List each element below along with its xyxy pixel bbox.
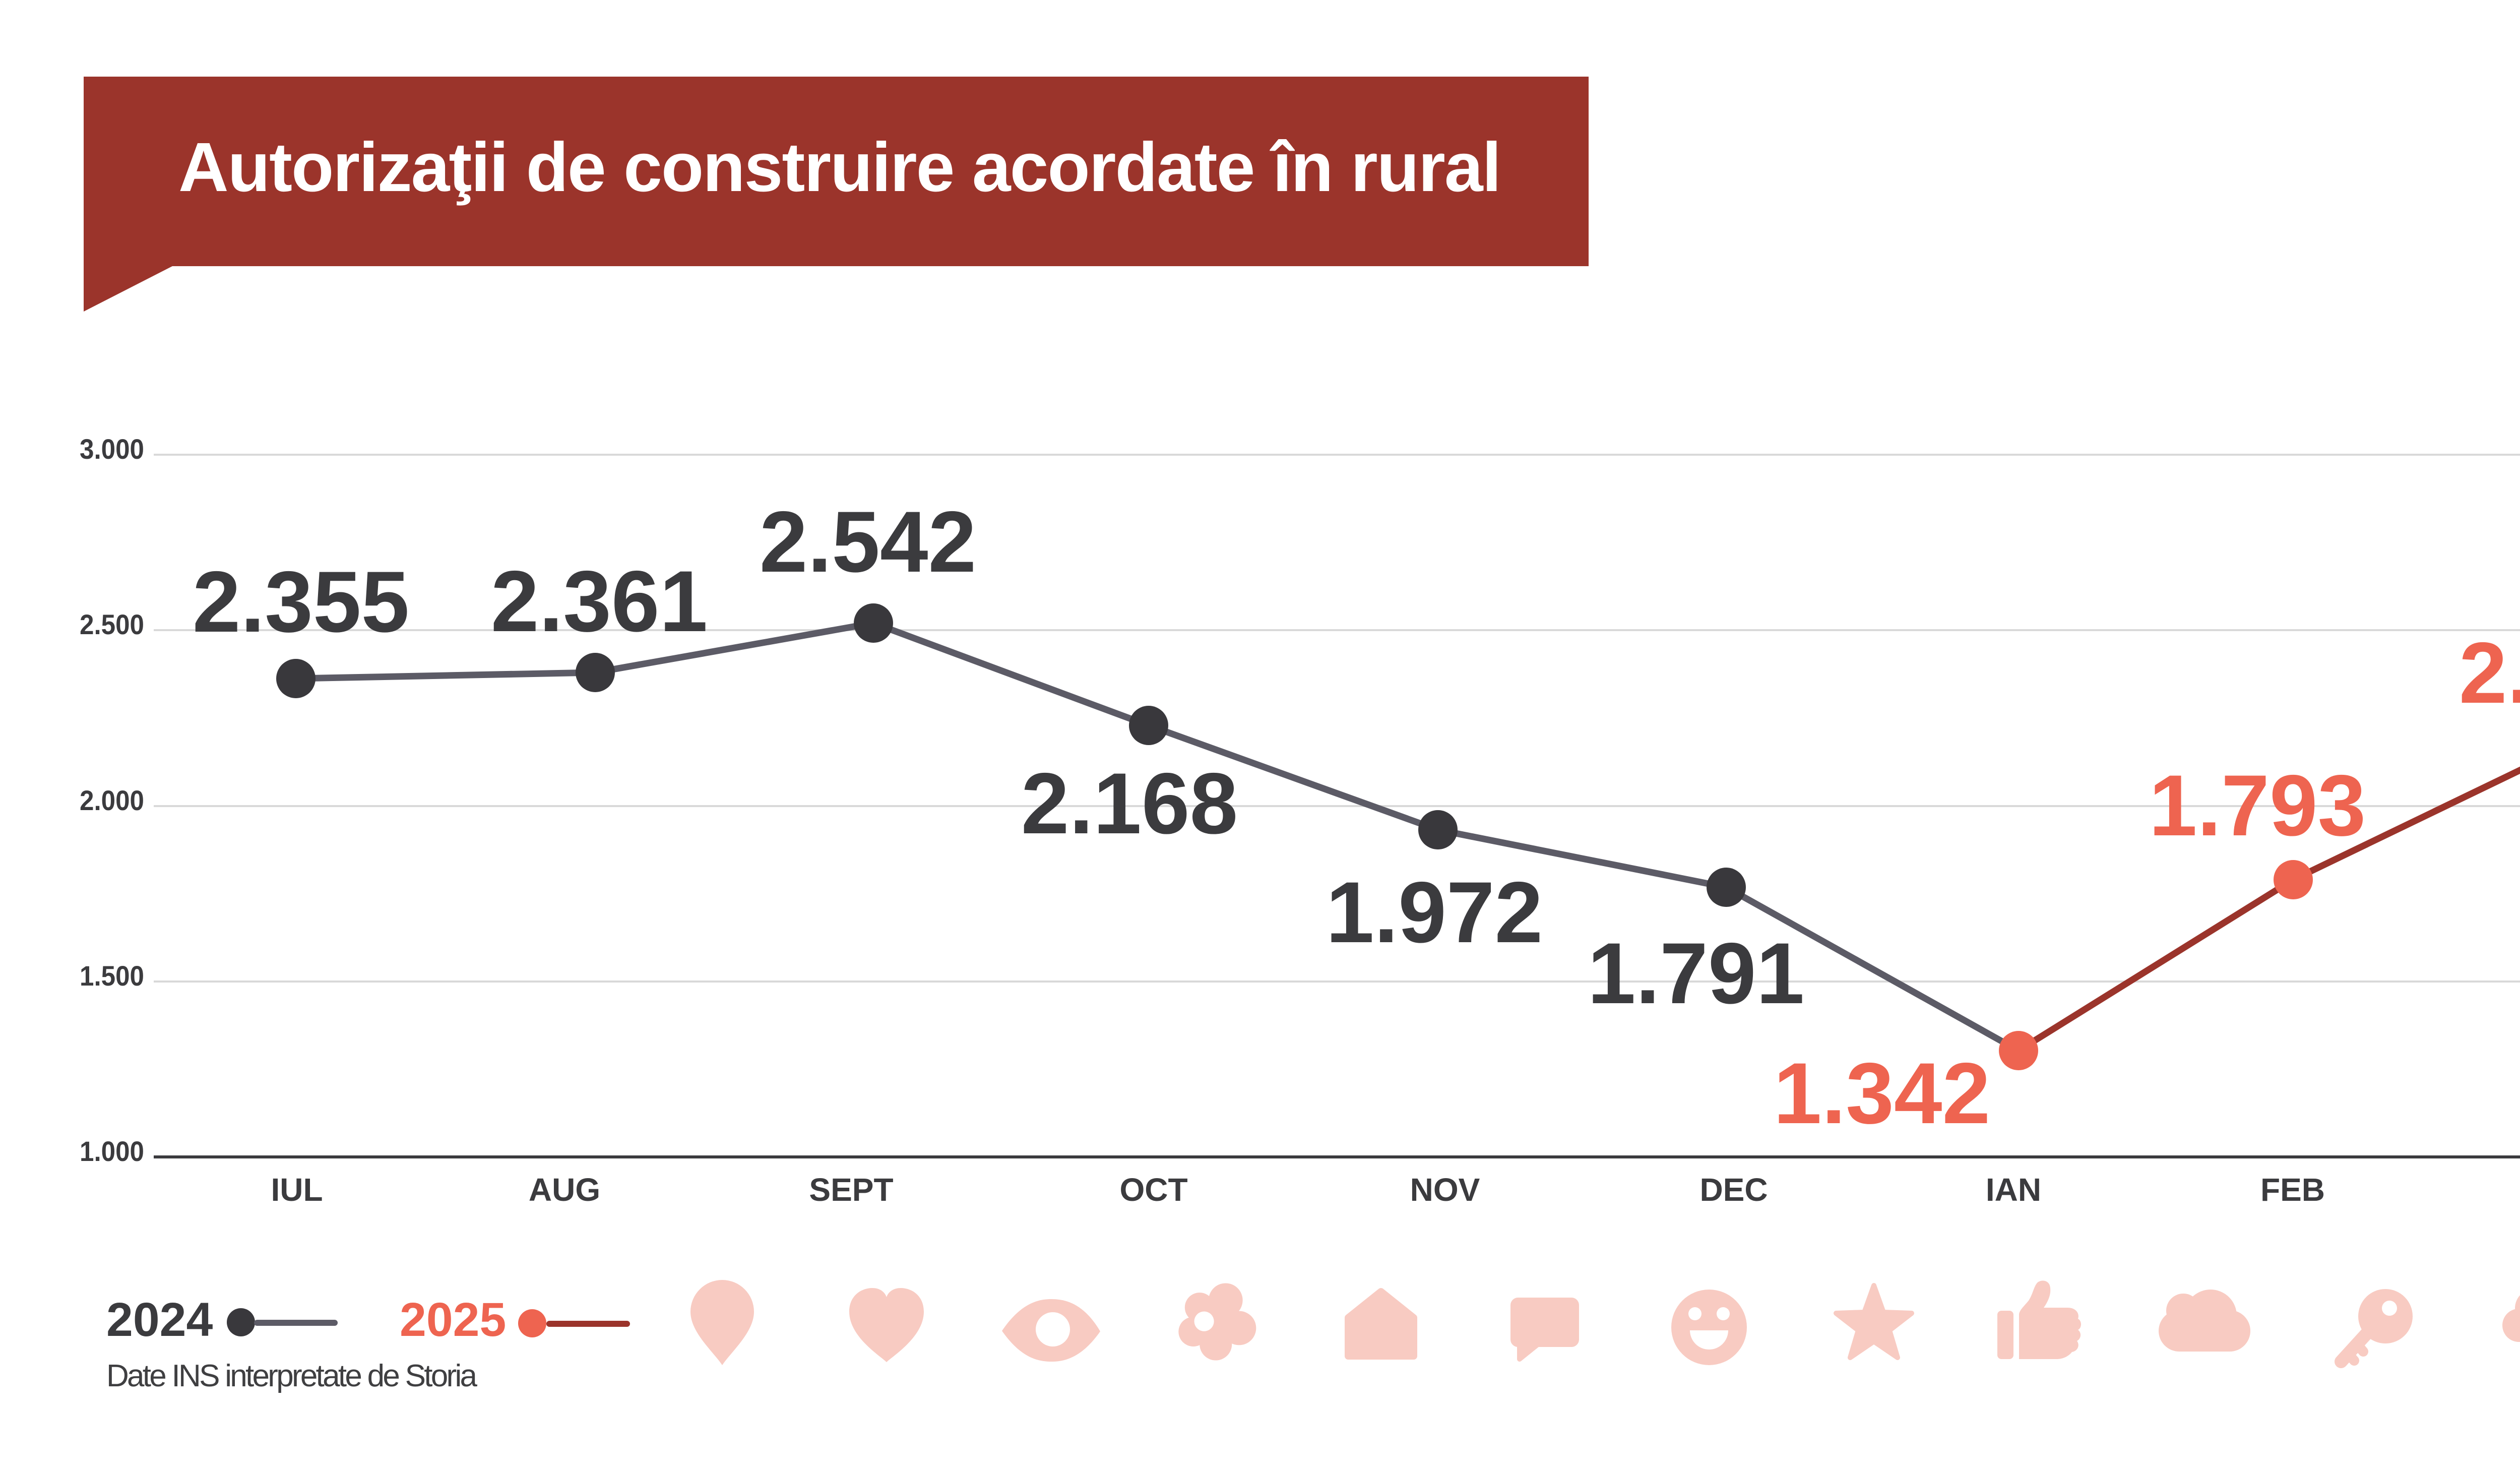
svg-text:Autorizaţii de construire acor: Autorizaţii de construire acordate în ru… [178,129,1501,206]
svg-text:2.542: 2.542 [760,494,976,590]
svg-text:2.500: 2.500 [80,608,144,640]
svg-text:2.148: 2.148 [2459,625,2520,721]
svg-text:2.355: 2.355 [193,554,409,650]
svg-text:SEPT: SEPT [809,1172,893,1208]
svg-text:DEC: DEC [1699,1172,1768,1208]
svg-text:IUL: IUL [271,1172,323,1208]
svg-text:1.500: 1.500 [80,960,144,992]
svg-text:1.793: 1.793 [2149,757,2366,854]
svg-text:1.791: 1.791 [1588,925,1804,1022]
svg-text:OCT: OCT [1119,1172,1187,1208]
svg-text:2.000: 2.000 [80,784,144,816]
svg-text:2.168: 2.168 [1021,755,1238,852]
svg-text:3.000: 3.000 [80,433,144,465]
svg-text:2024: 2024 [106,1293,213,1346]
svg-text:2.361: 2.361 [491,553,708,650]
svg-text:IAN: IAN [1986,1172,2041,1208]
svg-text:1.342: 1.342 [1774,1045,1990,1142]
svg-text:2025: 2025 [400,1293,506,1346]
svg-text:1.000: 1.000 [80,1135,144,1167]
svg-text:1.972: 1.972 [1326,864,1543,961]
svg-text:Date INS interpretate de Stori: Date INS interpretate de Storia [106,1359,478,1393]
svg-text:NOV: NOV [1410,1172,1480,1208]
svg-text:AUG: AUG [529,1172,600,1208]
svg-text:FEB: FEB [2260,1172,2325,1208]
